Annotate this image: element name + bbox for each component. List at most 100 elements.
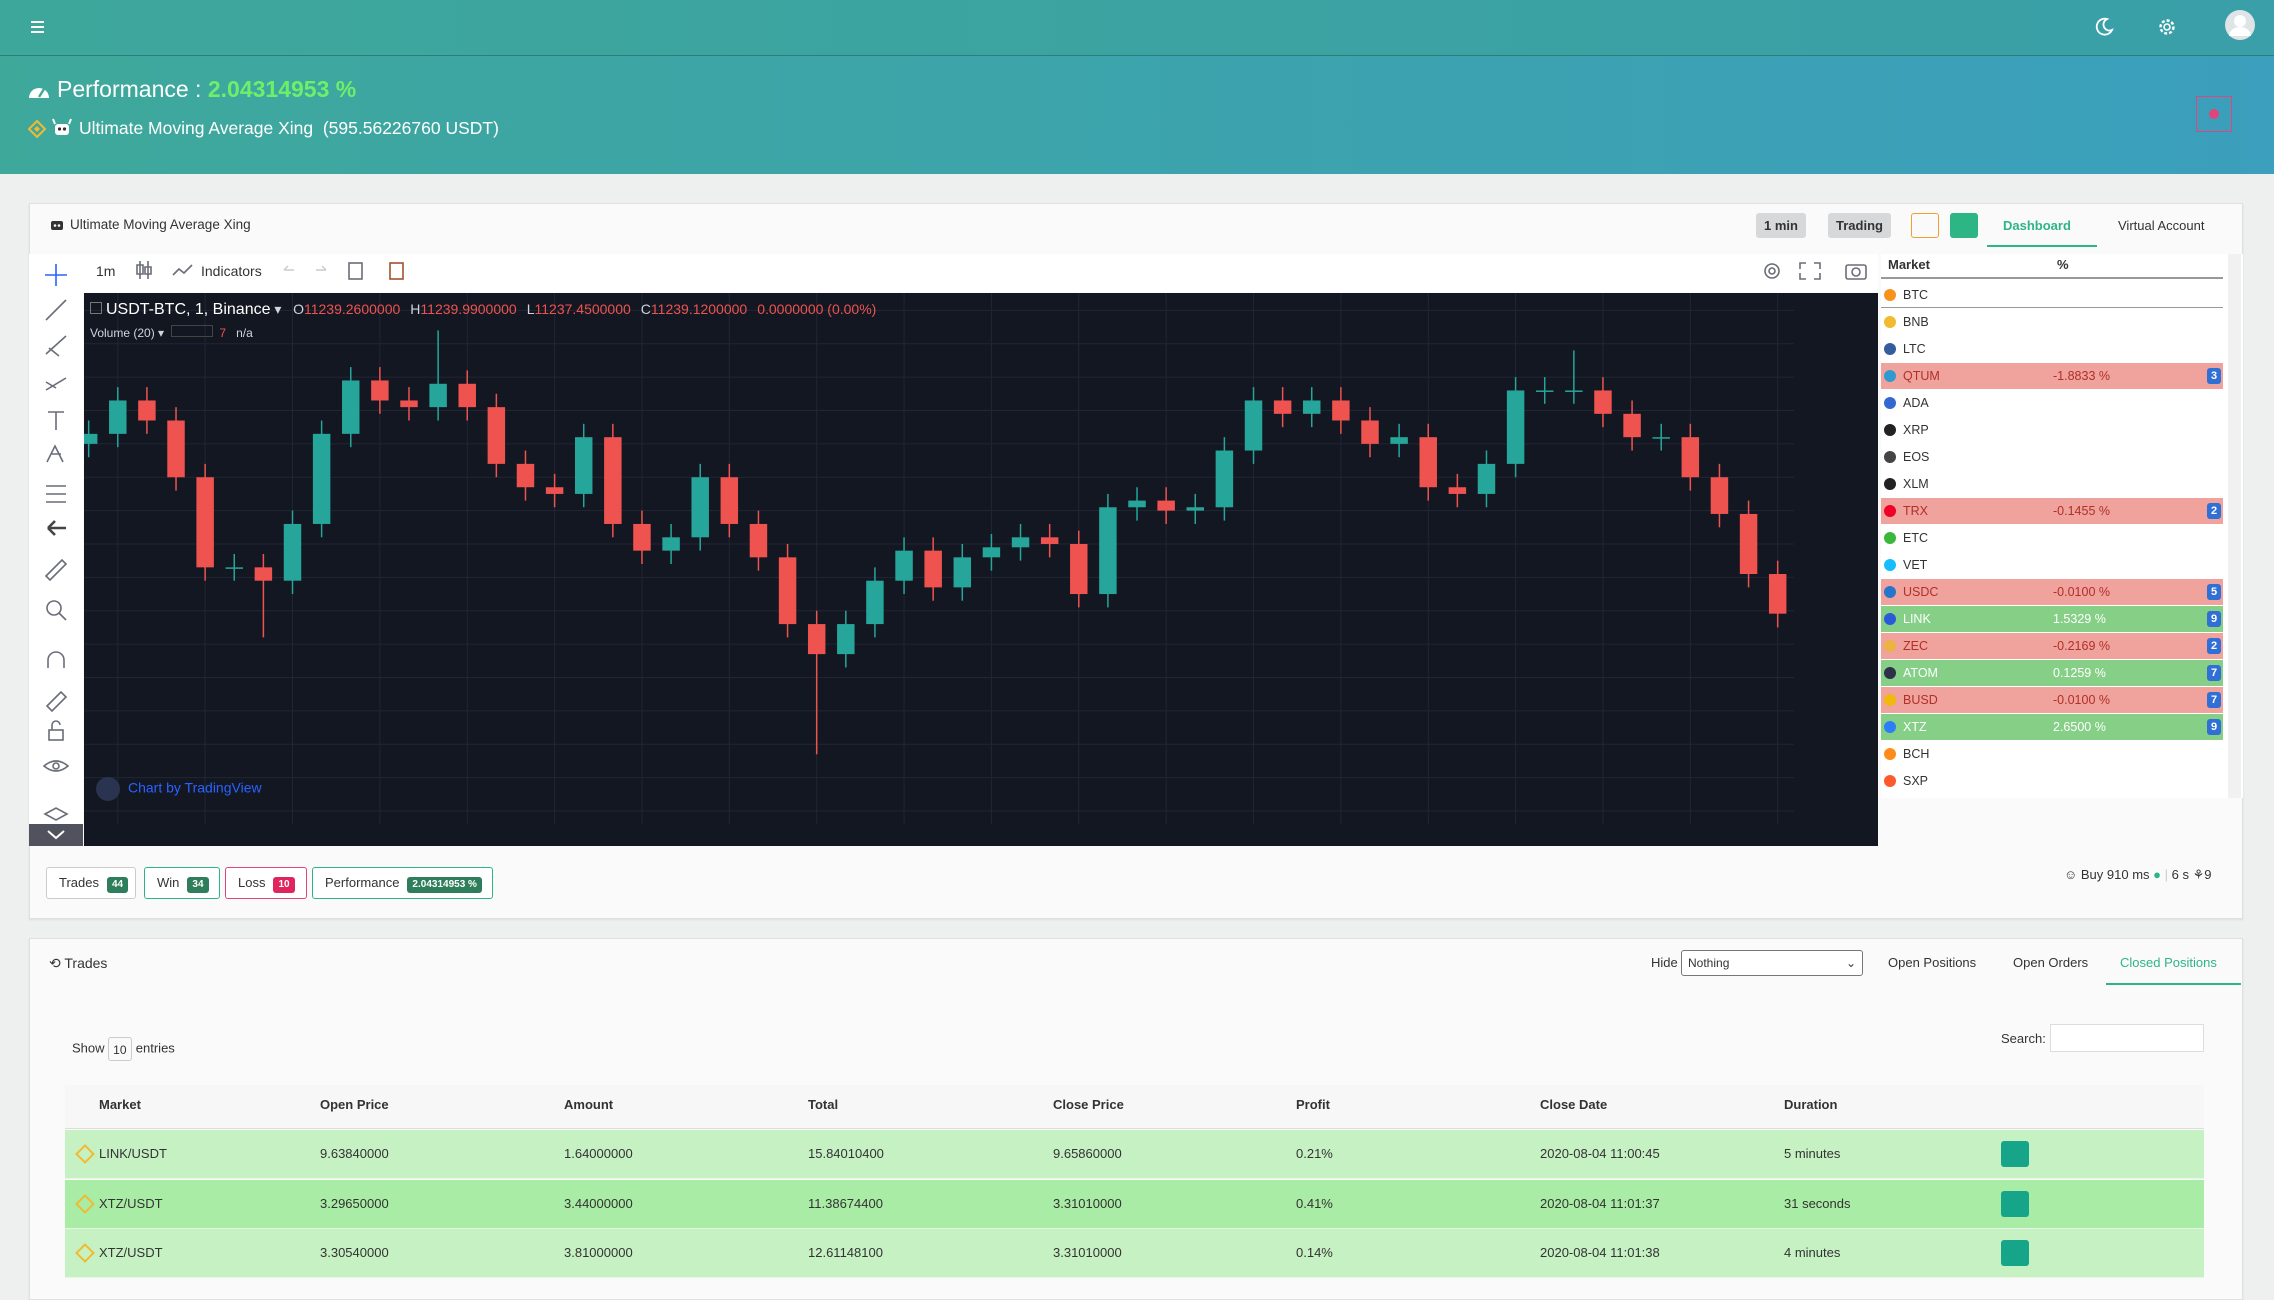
market-row[interactable]: VET (1881, 552, 2223, 578)
watermark[interactable]: Chart by TradingView (96, 777, 262, 801)
volume-value: 7 (219, 326, 227, 340)
tab-dashboard[interactable]: Dashboard (2003, 218, 2071, 233)
market-row[interactable]: BTC (1881, 282, 2223, 308)
column-header[interactable]: Amount (564, 1097, 614, 1112)
undo-redo[interactable] (280, 262, 340, 278)
decoration (2095, 17, 2114, 36)
entries-select[interactable]: 10 (108, 1037, 133, 1061)
info-button[interactable] (2001, 1190, 2029, 1217)
column-header[interactable]: Open Price (320, 1097, 389, 1112)
stat-button[interactable]: Performance 2.04314953 % (312, 867, 493, 899)
market-name: BUSD (1903, 693, 1938, 707)
interval-button[interactable]: 1 min (1756, 213, 1806, 238)
stat-button[interactable]: Trades 44 (46, 867, 136, 899)
market-row[interactable]: ADA (1881, 390, 2223, 416)
column-header[interactable]: Close Date (1540, 1097, 1608, 1112)
watermark-text[interactable]: Chart by TradingView (128, 779, 262, 796)
market-row[interactable]: QTUM -1.8833 % 3 (1881, 363, 2223, 389)
chart-actions[interactable] (1760, 259, 1870, 283)
market-row[interactable]: XLM (1881, 471, 2223, 497)
column-header[interactable]: Close Price (1053, 1097, 1124, 1112)
refresh-button[interactable] (1911, 213, 1939, 238)
candle-body (749, 523, 768, 558)
candle-body (1157, 500, 1175, 511)
trades-tab[interactable]: Open Orders (2013, 955, 2089, 970)
info-button[interactable] (2001, 1141, 2029, 1167)
tab-underline (1987, 245, 2097, 247)
market-row[interactable]: SXP (1881, 768, 2223, 794)
market-row[interactable]: LTC (1881, 336, 2223, 362)
mode-button[interactable]: Trading (1828, 213, 1891, 238)
volume-controls[interactable] (170, 325, 213, 337)
market-row[interactable]: XRP (1881, 417, 2223, 443)
scrollbar[interactable] (2228, 254, 2241, 798)
candle-body (167, 420, 185, 478)
market-row[interactable]: ETC (1881, 525, 2223, 551)
market-row[interactable]: LINK 1.5329 % 9 (1881, 606, 2223, 632)
alert-button[interactable] (2196, 96, 2232, 132)
menu-icon[interactable] (30, 19, 46, 35)
symbol[interactable]: USDT-BTC, 1, Binance (106, 301, 271, 318)
stat-button[interactable]: Win 34 (144, 867, 220, 899)
collapse-box[interactable] (90, 302, 102, 314)
market-row[interactable]: EOS (1881, 444, 2223, 470)
candle-icon[interactable] (134, 259, 154, 281)
indicators[interactable]: Indicators (201, 263, 262, 279)
decoration (2234, 15, 2246, 27)
toolbar-icons[interactable] (347, 261, 417, 281)
coin-icon (1884, 640, 1896, 652)
coin-icon (1884, 505, 1896, 517)
ohlc-key: O (293, 301, 304, 317)
column-header[interactable]: Market (99, 1097, 141, 1112)
market-row[interactable]: BNB (1881, 309, 2223, 335)
settings-icon[interactable] (2156, 16, 2178, 38)
trades-tab[interactable]: Closed Positions (2120, 955, 2217, 970)
candle-body (254, 567, 273, 581)
cell: 2020-08-04 11:01:38 (1540, 1245, 1660, 1260)
candle-body (982, 547, 1001, 558)
table-row (65, 1179, 2204, 1229)
cell: 11.38674400 (808, 1195, 883, 1211)
tab-virtual-account[interactable]: Virtual Account (2118, 218, 2205, 233)
market-name: BCH (1903, 747, 1930, 761)
market-name: XRP (1903, 423, 1929, 437)
trades-tab[interactable]: Open Positions (1888, 955, 1977, 970)
market-row[interactable]: BCH (1881, 741, 2223, 767)
candle-body (691, 477, 709, 538)
hide-select[interactable]: Nothing ⌄ (1681, 950, 1863, 976)
tab-underline (2106, 983, 2241, 985)
market-row[interactable]: USDC -0.0100 % 5 (1881, 579, 2223, 605)
column-header[interactable]: Profit (1296, 1097, 1330, 1112)
avatar[interactable] (2224, 9, 2256, 41)
volume-label[interactable]: Volume (20) (90, 326, 155, 340)
coin-icon (1884, 559, 1896, 571)
interval[interactable]: 1m (96, 263, 116, 279)
decoration (2163, 23, 2171, 31)
stat-count: 44 (106, 877, 129, 893)
candle-body (807, 624, 826, 655)
column-header[interactable]: Duration (1784, 1097, 1838, 1112)
search-input[interactable] (2050, 1024, 2204, 1052)
ohlc-value: 11237.4500000 (534, 301, 631, 317)
config-button[interactable] (1950, 213, 1978, 238)
watermark-logo (96, 777, 120, 801)
info-button[interactable] (2001, 1240, 2029, 1266)
market-row[interactable]: ZEC -0.2169 % 2 (1881, 633, 2223, 659)
decoration (51, 221, 63, 230)
decoration (45, 299, 67, 321)
market-row[interactable]: ATOM 0.1259 % 7 (1881, 660, 2223, 686)
market-row[interactable]: XTZ 2.6500 % 9 (1881, 714, 2223, 740)
market-row[interactable]: TRX -0.1455 % 2 (1881, 498, 2223, 524)
theme-icon[interactable] (2094, 16, 2114, 36)
decoration (47, 651, 65, 668)
change: 0.0000000 (0.00%) (757, 301, 877, 317)
indicators-icon[interactable] (172, 262, 194, 278)
stat-label: Performance (325, 875, 400, 890)
stat-button[interactable]: Loss 10 (225, 867, 307, 899)
drawing-tools[interactable] (29, 254, 83, 846)
column-header[interactable]: Total (808, 1097, 839, 1112)
market-pct: -0.2169 % (2053, 639, 2110, 653)
market-row[interactable]: BUSD -0.0100 % 7 (1881, 687, 2223, 713)
decoration (43, 807, 69, 821)
market-name: ZEC (1903, 639, 1928, 653)
